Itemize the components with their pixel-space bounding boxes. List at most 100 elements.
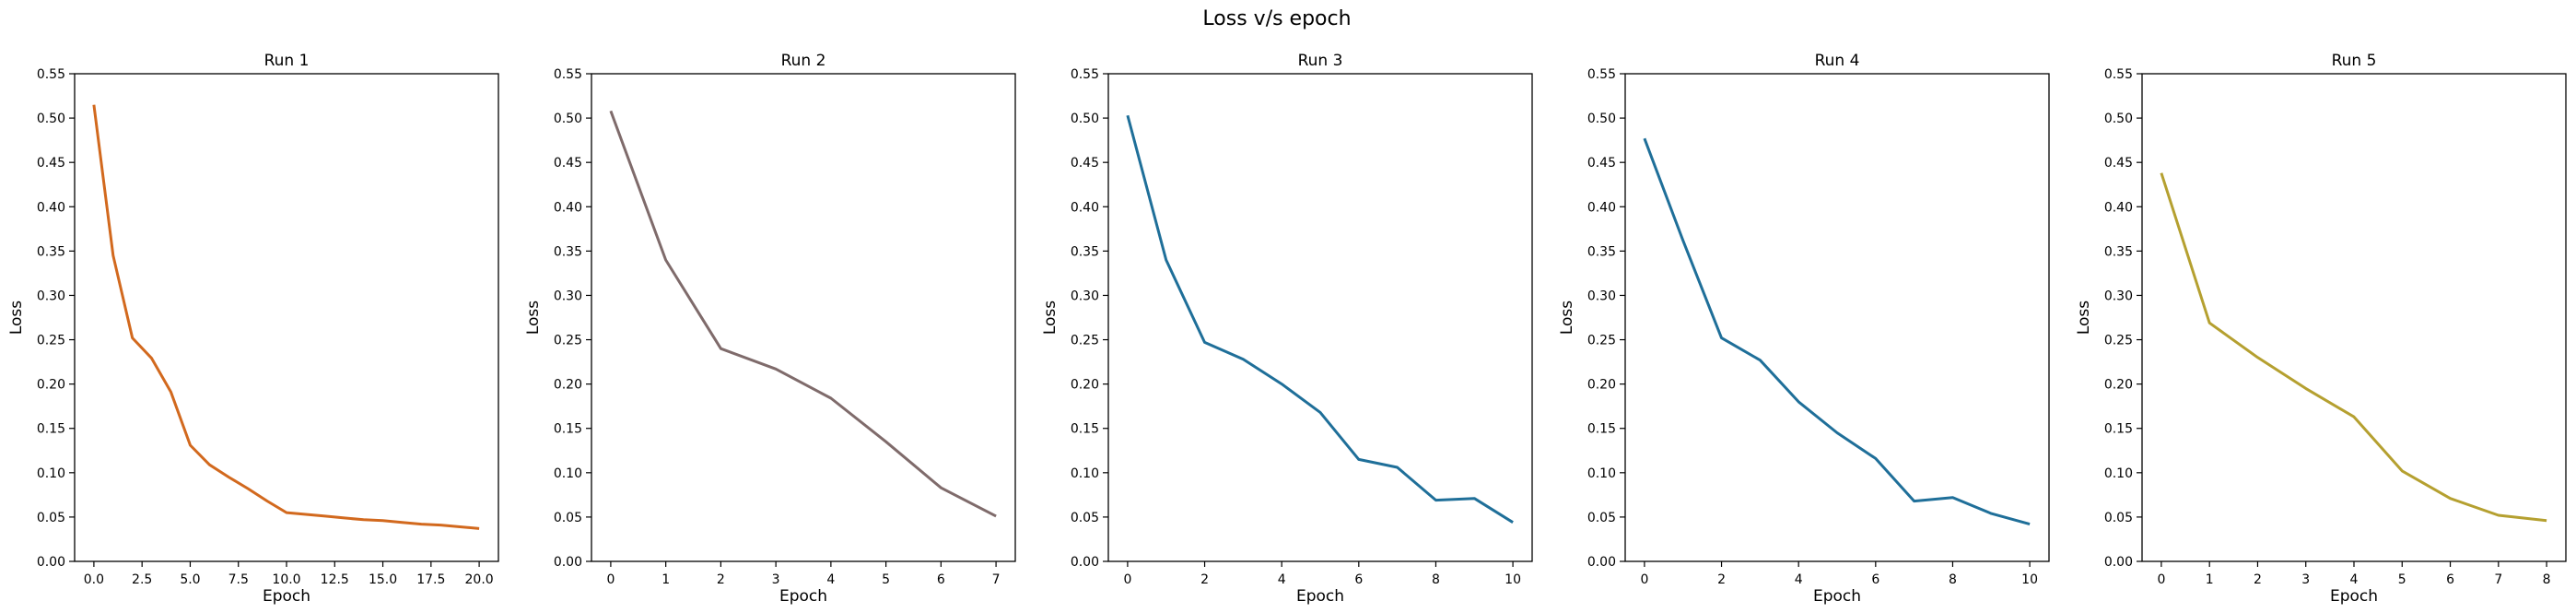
subplots: 0.0 2.5 5.0 7.5 10.0 12.5 15.0 17.5 20.0 0.00 0.05…	[7, 52, 2567, 606]
y-tick-label: 0.00	[2104, 555, 2133, 570]
x-tick-label: 10	[2021, 572, 2038, 587]
x-tick-label: 6	[1354, 572, 1363, 587]
x-tick-label: 5	[2398, 572, 2406, 587]
y-tick-label: 0.30	[2104, 289, 2133, 303]
y-tick-label: 0.50	[554, 112, 582, 126]
x-tick-label: 7	[2494, 572, 2502, 587]
subplot-run-4: 0 2 4 6 8 10 0.00 0.05 0.10 0.15 0.20 0.25 0.30 0.35 0…	[1558, 52, 2050, 606]
x-tick-label: 5	[882, 572, 890, 587]
y-tick-label: 0.30	[37, 289, 65, 303]
y-tick-label: 0.30	[1071, 289, 1099, 303]
y-tick-label: 0.00	[37, 555, 65, 570]
y-tick-label: 0.50	[1071, 112, 1099, 126]
y-tick-label: 0.05	[1071, 511, 1099, 525]
y-tick-label: 0.25	[2104, 334, 2133, 348]
y-tick-label: 0.45	[1587, 156, 1616, 171]
subplot-run-3: 0 2 4 6 8 10 0.00 0.05 0.10 0.15 0.20 0.25 0.30 0.35 0…	[1041, 52, 1533, 606]
x-tick-label: 20.0	[465, 572, 494, 587]
y-tick-label: 0.00	[1587, 555, 1616, 570]
y-tick-label: 0.45	[2104, 156, 2133, 171]
axes-frame	[74, 73, 499, 562]
y-tick-label: 0.25	[1587, 334, 1616, 348]
y-tick-label: 0.50	[1587, 112, 1616, 126]
subplot-title: Run 5	[2332, 52, 2377, 70]
x-tick-label: 6	[1871, 572, 1879, 587]
subplot-title: Run 1	[264, 52, 310, 70]
x-tick-label: 4	[826, 572, 835, 587]
x-tick-label: 2	[2254, 572, 2262, 587]
subplot-title: Run 4	[1815, 52, 1860, 70]
axes-frame	[2141, 73, 2567, 562]
y-tick-label: 0.20	[1071, 378, 1099, 393]
x-tick-label: 6	[2446, 572, 2454, 587]
y-tick-label: 0.35	[554, 244, 582, 259]
y-tick-label: 0.35	[1071, 244, 1099, 259]
y-tick-label: 0.55	[1587, 67, 1616, 82]
subplot-run-2: 0 1 2 3 4 5 6 7 0.00 0.05 0.10 0.15 0.20 0.25 0.30 0.35…	[524, 52, 1016, 606]
series-line	[1643, 137, 2031, 526]
y-axis-label: Loss	[2075, 301, 2093, 335]
subplot-title: Run 2	[781, 52, 826, 70]
x-axis-label: Epoch	[1296, 587, 1344, 606]
x-tick-label: 8	[1949, 572, 1957, 587]
x-tick-label: 2.5	[132, 572, 152, 587]
y-tick-label: 0.55	[2104, 67, 2133, 82]
y-axis-label: Loss	[1558, 301, 1576, 335]
y-axis-label: Loss	[1041, 301, 1060, 335]
x-tick-label: 10.0	[272, 572, 300, 587]
y-tick-label: 0.35	[37, 244, 65, 259]
subplot-title: Run 3	[1298, 52, 1343, 70]
y-tick-label: 0.00	[1071, 555, 1099, 570]
y-tick-label: 0.50	[2104, 112, 2133, 126]
y-tick-label: 0.25	[37, 334, 65, 348]
y-axis-label: Loss	[7, 301, 26, 335]
y-tick-label: 0.35	[2104, 244, 2133, 259]
y-tick-label: 0.40	[1071, 200, 1099, 215]
y-tick-label: 0.20	[1587, 378, 1616, 393]
x-tick-label: 7	[992, 572, 1001, 587]
x-tick-label: 0	[1123, 572, 1131, 587]
y-tick-label: 0.40	[1587, 200, 1616, 215]
y-tick-label: 0.10	[2104, 466, 2133, 481]
x-tick-label: 17.5	[416, 572, 445, 587]
y-tick-label: 0.15	[2104, 422, 2133, 437]
series-line	[1126, 114, 1514, 524]
subplot-run-5: 0 1 2 3 4 5 6 7 8 0.00 0.05 0.10 0.15 0.20 0.25 0.30 0.3…	[2075, 52, 2567, 606]
x-axis-label: Epoch	[779, 587, 827, 606]
y-tick-label: 0.55	[554, 67, 582, 82]
y-tick-label: 0.10	[37, 466, 65, 481]
y-tick-label: 0.20	[37, 378, 65, 393]
x-tick-label: 8	[1432, 572, 1440, 587]
x-tick-label: 2	[1200, 572, 1209, 587]
y-tick-label: 0.20	[554, 378, 582, 393]
y-tick-label: 0.10	[554, 466, 582, 481]
x-tick-label: 5.0	[180, 572, 200, 587]
x-axis-label: Epoch	[2330, 587, 2378, 606]
x-tick-label: 0	[606, 572, 615, 587]
y-tick-label: 0.45	[554, 156, 582, 171]
y-tick-label: 0.15	[1587, 422, 1616, 437]
x-tick-label: 0.0	[84, 572, 104, 587]
y-tick-label: 0.05	[554, 511, 582, 525]
y-tick-label: 0.40	[2104, 200, 2133, 215]
x-tick-label: 1	[662, 572, 670, 587]
y-tick-label: 0.10	[1587, 466, 1616, 481]
y-tick-label: 0.05	[2104, 511, 2133, 525]
y-tick-label: 0.40	[37, 200, 65, 215]
y-tick-label: 0.20	[2104, 378, 2133, 393]
y-tick-label: 0.05	[1587, 511, 1616, 525]
y-tick-label: 0.15	[554, 422, 582, 437]
x-tick-label: 8	[2543, 572, 2551, 587]
x-tick-label: 0	[1640, 572, 1648, 587]
x-tick-label: 4	[1278, 572, 1286, 587]
series-line	[609, 110, 997, 518]
x-axis-label: Epoch	[1813, 587, 1861, 606]
x-tick-label: 1	[2206, 572, 2214, 587]
y-tick-label: 0.10	[1071, 466, 1099, 481]
x-tick-label: 4	[1795, 572, 1803, 587]
x-axis-label: Epoch	[263, 587, 310, 606]
y-tick-label: 0.30	[1587, 289, 1616, 303]
x-tick-label: 4	[2350, 572, 2359, 587]
y-tick-label: 0.40	[554, 200, 582, 215]
